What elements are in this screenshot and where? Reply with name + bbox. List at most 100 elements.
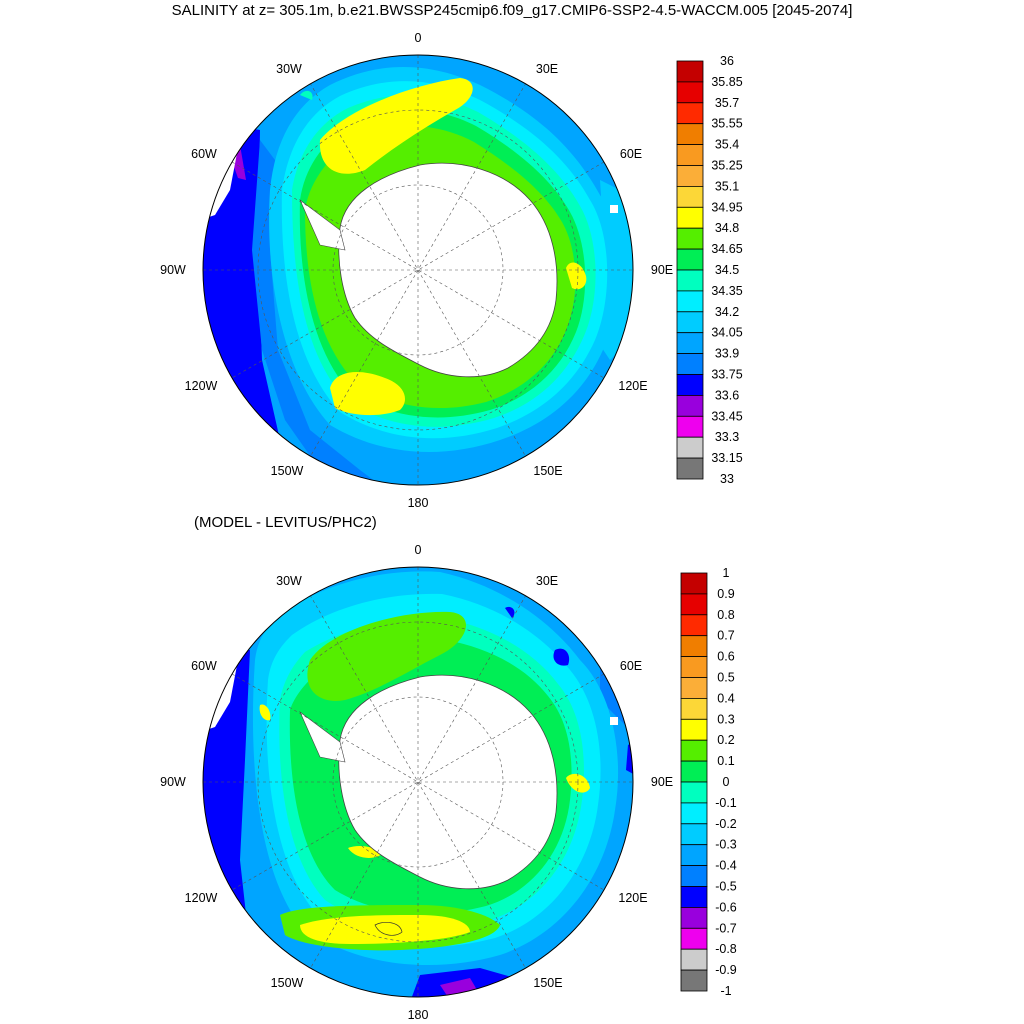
colorbar-tick-label: 33.45: [711, 409, 742, 423]
colorbar-tick-label: -0.4: [715, 859, 737, 873]
island-speck: [610, 717, 618, 725]
lon-label-90e: 90E: [651, 263, 673, 277]
lon-label-0: 0: [415, 31, 422, 45]
colorbar-swatch: [680, 614, 708, 637]
lon-label-150w: 150W: [271, 976, 304, 990]
graticule: [203, 55, 633, 485]
colorbar-tick-label: 0: [723, 775, 730, 789]
lon-label-30e: 30E: [536, 574, 558, 588]
colorbar-tick-label: -0.1: [715, 796, 737, 810]
colorbar-salinity: 36 35.85 35.7 35.55 35.4 35.25 35.1 34.95 34.8 34…: [676, 54, 743, 486]
island-speck: [610, 205, 618, 213]
antarctica-land: [338, 162, 558, 378]
contour-loop: [374, 922, 403, 936]
lon-label-120w: 120W: [185, 379, 218, 393]
colorbar-tick-label: 0.9: [717, 587, 734, 601]
yellow-blob-east: [566, 262, 587, 290]
colorbar-tick-label: 33.9: [715, 347, 739, 361]
colorbar-tick-label: 0.1: [717, 754, 734, 768]
colorbar-tick-label: -0.8: [715, 942, 737, 956]
colorbar-swatch: [680, 927, 708, 950]
yellow-blob-ross: [330, 372, 405, 416]
colorbar-tick-label: 34.2: [715, 305, 739, 319]
colorbar-swatch: [680, 802, 708, 825]
colorbar-swatch: [680, 656, 708, 678]
colorbar-swatch: [676, 332, 704, 355]
lon-label-60e: 60E: [620, 147, 642, 161]
colorbar-swatch: [676, 165, 704, 187]
lon-label-90w: 90W: [160, 775, 186, 789]
colorbar-swatch: [676, 185, 704, 208]
colorbar-tick-label: 35.4: [715, 138, 739, 152]
salinity-map: [202, 54, 634, 486]
graticule: [203, 567, 633, 997]
colorbar-tick-label: 36: [720, 54, 734, 68]
colorbar-swatch: [680, 948, 708, 971]
lon-label-120e: 120E: [618, 891, 647, 905]
deep-blue-spot-east: [553, 648, 570, 666]
colorbar-tick-label: 0.8: [717, 608, 734, 622]
colorbar-swatch: [680, 698, 708, 720]
lon-label-60w: 60W: [191, 659, 217, 673]
blue-band-west: [252, 140, 380, 485]
lon-label-180: 180: [408, 1008, 429, 1022]
colorbar-swatch: [676, 60, 704, 83]
longitude-labels-bottom: 0 30E 60E 90E 120E 150E 180 150W 120W 90…: [160, 543, 673, 1022]
lon-label-0: 0: [415, 543, 422, 557]
colorbar-tick-label: 0.3: [717, 712, 734, 726]
colorbar-swatch: [680, 865, 708, 887]
colorbar-swatch: [680, 739, 708, 762]
colorbar-tick-label: 34.8: [715, 221, 739, 235]
colorbar-swatch: [676, 269, 704, 292]
colorbar-swatch: [680, 635, 708, 658]
colorbar-swatch: [676, 290, 704, 313]
colorbar-tick-label: -1: [720, 984, 731, 998]
colorbar-tick-label: 35.25: [711, 159, 742, 173]
lon-label-150e: 150E: [533, 464, 562, 478]
colorbar-swatch: [676, 374, 704, 396]
colorbar-swatch: [676, 81, 704, 104]
colorbar-swatch: [680, 572, 708, 595]
colorbar-tick-label: 0.7: [717, 629, 734, 643]
difference-map: [202, 566, 634, 998]
colorbar-swatch: [680, 760, 708, 783]
colorbar-swatch: [680, 969, 708, 992]
antarctic-peninsula: [299, 711, 346, 763]
colorbar-tick-label: 33.15: [711, 451, 742, 465]
lime-blob-weddell: [307, 611, 467, 701]
difference-title: (MODEL - LEVITUS/PHC2): [194, 514, 377, 531]
colorbar-swatch: [676, 415, 704, 438]
lon-label-180: 180: [408, 496, 429, 510]
antarctic-peninsula: [299, 199, 346, 251]
colorbar-swatch: [676, 394, 704, 417]
colorbar-swatch: [680, 718, 708, 741]
colorbar-tick-label: -0.3: [715, 838, 737, 852]
colorbar-tick-label: 34.65: [711, 242, 742, 256]
colorbar-swatch: [676, 436, 704, 459]
small-aqua-patch: [300, 90, 313, 100]
lon-label-120w: 120W: [185, 891, 218, 905]
colorbar-swatch: [676, 144, 704, 166]
lon-label-150w: 150W: [271, 464, 304, 478]
lon-label-30w: 30W: [276, 62, 302, 76]
plot-title: SALINITY at z= 305.1m, b.e21.BWSSP245cmi…: [171, 2, 853, 19]
colorbar-swatch: [676, 102, 704, 125]
colorbar-swatch: [676, 248, 704, 271]
colorbar-tick-label: 1: [723, 566, 730, 580]
colorbar-tick-label: 0.6: [717, 650, 734, 664]
colorbar-swatch: [676, 311, 704, 334]
colorbar-tick-label: 35.85: [711, 75, 742, 89]
colorbar-swatch: [680, 781, 708, 804]
colorbar-tick-label: 35.55: [711, 117, 742, 131]
colorbar-tick-label: 33.3: [715, 430, 739, 444]
colorbar-difference: 1 0.9 0.8 0.7 0.6 0.5 0.4 0.3 0.2 0.1 0 -0.1 -0.2 -0.…: [680, 566, 737, 998]
colorbar-tick-label: 0.2: [717, 733, 734, 747]
yellow-patch-peninsula: [259, 704, 271, 721]
colorbar-swatch: [680, 907, 708, 929]
yellow-blob-ross: [300, 915, 470, 944]
colorbar-swatch: [680, 677, 708, 699]
colorbar-swatch: [676, 353, 704, 375]
colorbar-tick-label: 35.1: [715, 179, 739, 193]
colorbar-swatch: [680, 886, 708, 908]
